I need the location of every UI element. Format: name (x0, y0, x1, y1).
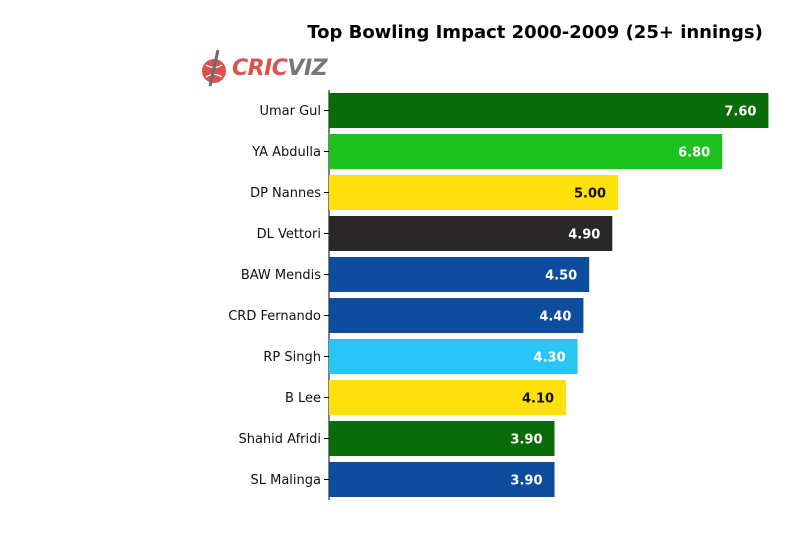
bar-ya-abdulla (329, 134, 723, 169)
value-label: 6.80 (678, 146, 710, 161)
value-label: 5.00 (574, 187, 606, 202)
value-label: 7.60 (724, 105, 756, 120)
category-label: DP Nannes (250, 186, 321, 201)
bar-dp-nannes (329, 175, 619, 210)
bar-rp-singh (329, 339, 578, 374)
bar-b-lee (329, 380, 567, 415)
bar-dl-vettori (329, 216, 613, 251)
category-label: DL Vettori (257, 227, 321, 242)
category-label: Shahid Afridi (238, 432, 321, 447)
value-label: 4.30 (534, 351, 566, 366)
category-label: Umar Gul (259, 104, 321, 119)
value-label: 4.40 (539, 310, 571, 325)
cricviz-logo-text: CRICVIZ (232, 56, 328, 81)
bar-sl-malinga (329, 462, 555, 497)
bar-crd-fernando (329, 298, 584, 333)
logo-text-viz: VIZ (287, 56, 328, 81)
value-label: 3.90 (510, 433, 542, 448)
category-label: YA Abdulla (251, 145, 321, 160)
cricviz-logo-icon (202, 49, 226, 87)
chart-title: Top Bowling Impact 2000-2009 (25+ inning… (307, 22, 763, 43)
logo-text-cric: CRIC (232, 56, 288, 81)
bar-umar-gul (329, 93, 769, 128)
category-label: BAW Mendis (241, 268, 321, 283)
category-label: SL Malinga (251, 473, 322, 488)
value-label: 4.90 (568, 228, 600, 243)
bar-baw-mendis (329, 257, 590, 292)
value-label: 3.90 (510, 474, 542, 489)
category-label: B Lee (285, 391, 321, 406)
value-label: 4.50 (545, 269, 577, 284)
category-label: CRD Fernando (228, 309, 321, 324)
value-label: 4.10 (522, 392, 554, 407)
bar-shahid-afridi (329, 421, 555, 456)
category-label: RP Singh (263, 350, 321, 365)
